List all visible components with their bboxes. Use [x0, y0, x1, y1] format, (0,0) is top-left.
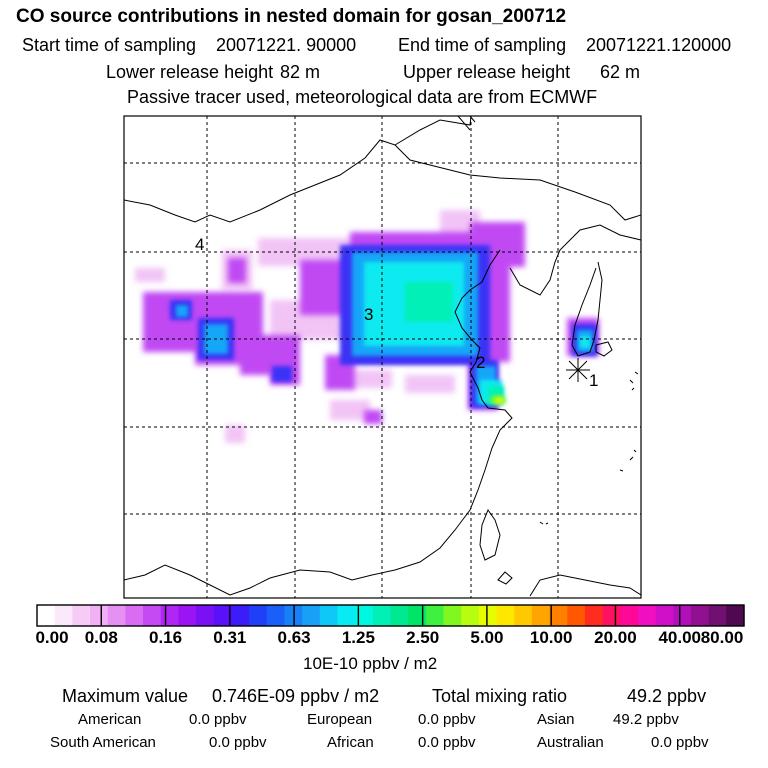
- region-asian-name: Asian: [537, 711, 575, 728]
- region-australian-value: 0.0 ppbv: [651, 734, 709, 751]
- colorbar-tick-label: 20.00: [594, 628, 637, 647]
- region-asian-value: 49.2 ppbv: [613, 711, 679, 728]
- start-time-value: 20071221. 90000: [216, 35, 357, 55]
- total-mixing-value: 49.2 ppbv: [627, 686, 707, 706]
- colorbar-unit: 10E-10 ppbv / m2: [303, 654, 438, 673]
- colorbar-tick-label: 40.00: [658, 628, 701, 647]
- map-label-1: 1: [589, 371, 598, 390]
- start-time-label: Start time of sampling: [22, 35, 197, 55]
- graticule: [124, 116, 641, 598]
- colorbar-tick-label: 0.31: [213, 628, 247, 647]
- colorbar-tick-label: 0.63: [277, 628, 311, 647]
- colorbar-tick-label: 0.00: [35, 628, 69, 647]
- meteorology-note: Passive tracer used, meteorological data…: [127, 87, 598, 107]
- plume-layer: [135, 210, 599, 443]
- end-time-label: End time of sampling: [398, 35, 567, 55]
- lower-height-label: Lower release height: [106, 62, 274, 82]
- colorbar-tick-label: 2.50: [406, 628, 440, 647]
- region-european-value: 0.0 ppbv: [418, 711, 476, 728]
- region-australian-name: Australian: [537, 734, 604, 751]
- map-label-4: 4: [195, 235, 204, 254]
- map-label-3: 3: [364, 305, 373, 324]
- page-title: CO source contributions in nested domain…: [16, 6, 567, 27]
- coastline-layer: [124, 116, 641, 597]
- map-label-2: 2: [476, 353, 485, 372]
- region-european-name: European: [307, 711, 373, 728]
- lower-height-value: 82 m: [280, 62, 321, 82]
- colorbar-tick-label: 80.00: [700, 628, 744, 647]
- upper-height-label: Upper release height: [403, 62, 571, 82]
- colorbar-tick-label: 1.25: [341, 628, 375, 647]
- total-mixing-label: Total mixing ratio: [432, 686, 568, 706]
- asterisk-star-icon: [566, 358, 590, 382]
- region-south-american-name: South American: [50, 734, 156, 751]
- colorbar-tick-label: 10.00: [529, 628, 573, 647]
- island-dots: [539, 371, 639, 525]
- end-time-value: 20071221.120000: [586, 35, 732, 55]
- region-african-value: 0.0 ppbv: [418, 734, 476, 751]
- colorbar-tick-label: 0.16: [148, 628, 183, 647]
- region-south-american-value: 0.0 ppbv: [209, 734, 267, 751]
- region-american-value: 0.0 ppbv: [189, 711, 247, 728]
- colorbar-tick-label: 5.00: [470, 628, 504, 647]
- map-frame: [123, 115, 642, 599]
- region-american-name: American: [78, 711, 142, 728]
- max-value: 0.746E-09 ppbv / m2: [212, 686, 380, 706]
- upper-height-value: 62 m: [600, 62, 641, 82]
- colorbar-tick-label: 0.08: [84, 628, 118, 647]
- max-value-label: Maximum value: [62, 686, 189, 706]
- region-african-name: African: [327, 734, 374, 751]
